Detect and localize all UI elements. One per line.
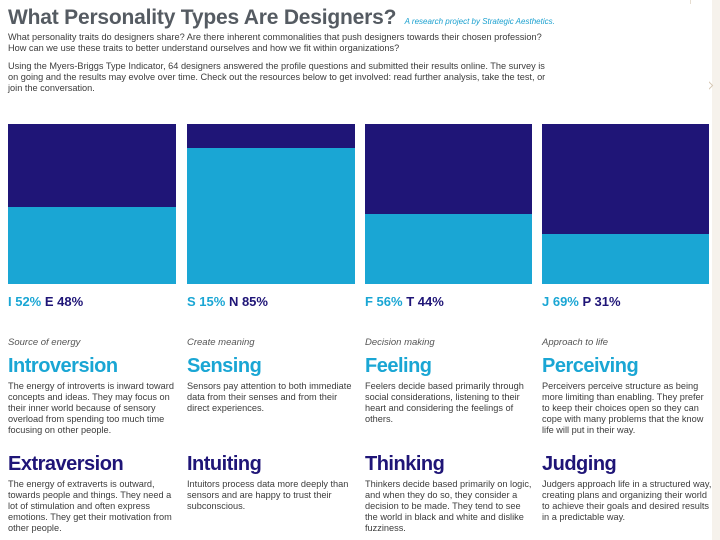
bar-decision-making [365,124,532,284]
trait-heading-opposite: Thinking [365,453,445,475]
trait-heading-opposite: Judging [542,453,617,475]
pct-second: E 48% [44,294,84,309]
column-decision-making: Decision making Feeling Feelers decide b… [365,337,535,425]
pct-first: I 52% [8,294,42,309]
trait-description-opposite: Judgers approach life in a structured wa… [542,479,712,522]
slide-top-edge [0,0,720,6]
pct-second: T 44% [406,294,444,309]
pct-label-4: J 69% P 31% [542,294,621,309]
category-label: Source of energy [8,337,81,348]
trait-description: Perceivers perceive structure as being m… [542,381,704,435]
title-row: What Personality Types Are Designers? A … [8,6,555,30]
tagline: A research project by Strategic Aestheti… [404,17,555,26]
pct-second: P 31% [582,294,621,309]
bar-create-meaning [187,124,355,284]
column-source-of-energy: Source of energy Introversion The energy… [8,337,178,436]
pct-first: F 56% [365,294,403,309]
trait-heading: Perceiving [542,355,639,377]
trait-description: The energy of introverts is inward towar… [8,381,174,435]
bar-approach-to-life [542,124,709,284]
trait-description-opposite: The energy of extraverts is outward, tow… [8,479,172,533]
bar-fill [8,207,176,284]
column-approach-to-life: Approach to life Perceiving Perceivers p… [542,337,712,436]
bar-fill [542,234,709,284]
pct-first: J 69% [542,294,579,309]
page-title: What Personality Types Are Designers? [8,6,397,29]
intro-paragraph-2: Using the Myers-Briggs Type Indicator, 6… [8,61,546,93]
pct-label-1: I 52% E 48% [8,294,83,309]
trait-description: Feelers decide based primarily through s… [365,381,524,424]
trait-description-opposite: Intuitors process data more deeply than … [187,479,349,511]
bar-fill [365,213,532,284]
category-label: Approach to life [542,337,609,348]
infographic: What Personality Types Are Designers? A … [8,4,712,540]
intro-paragraph-1: What personality traits do designers sha… [8,32,542,53]
column-create-meaning: Create meaning Sensing Sensors pay atten… [187,337,357,414]
trait-heading-opposite: Extraversion [8,453,124,475]
pct-label-3: F 56% T 44% [365,294,444,309]
pct-second: N 85% [228,294,268,309]
bar-fill [187,148,355,284]
category-label: Decision making [365,337,435,348]
trait-heading-opposite: Intuiting [187,453,262,475]
trait-heading: Introversion [8,355,118,377]
slide-side-panel [712,0,720,540]
category-label: Create meaning [187,337,255,348]
trait-heading: Feeling [365,355,432,377]
trait-description-opposite: Thinkers decide based primarily on logic… [365,479,532,533]
pct-first: S 15% [187,294,226,309]
trait-description: Sensors pay attention to both immediate … [187,381,352,413]
trait-heading: Sensing [187,355,262,377]
pct-label-2: S 15% N 85% [187,294,268,309]
bar-source-of-energy [8,124,176,284]
